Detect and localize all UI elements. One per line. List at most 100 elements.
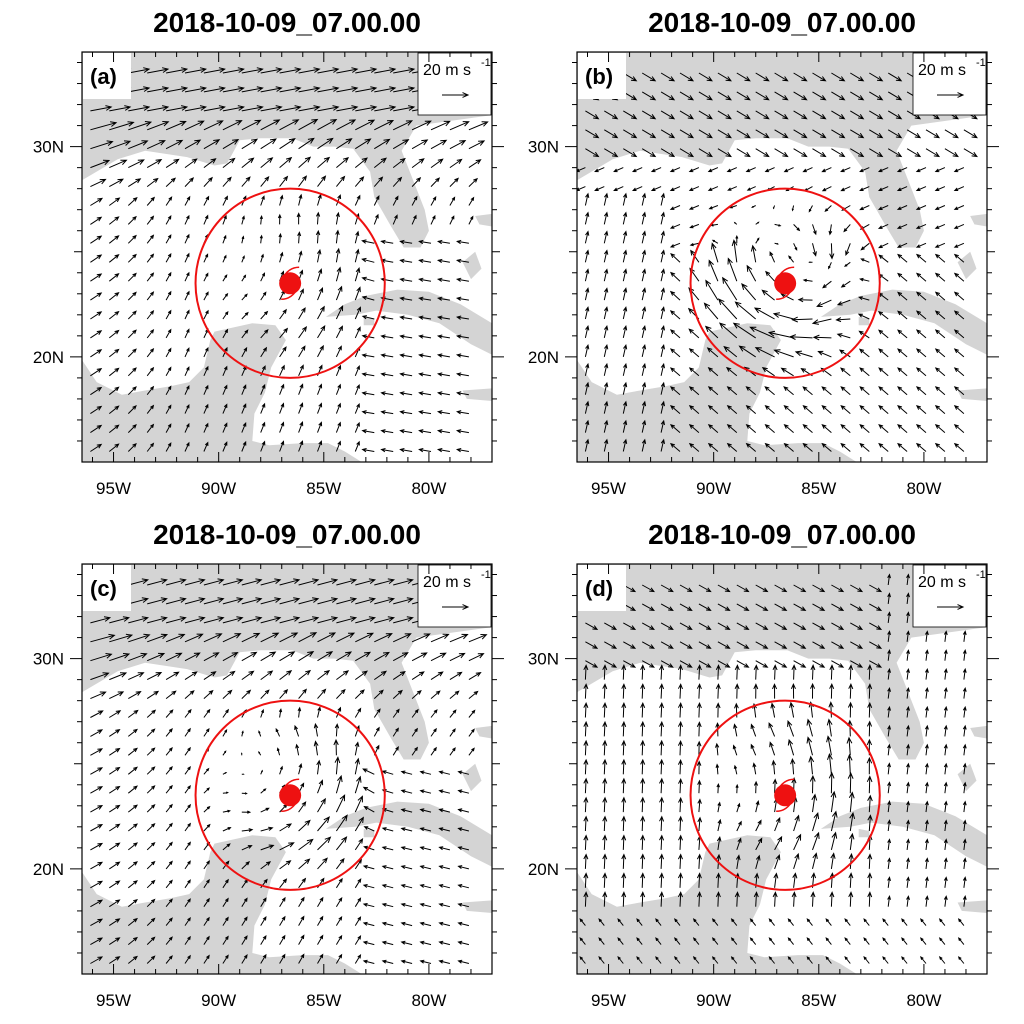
wind-vector	[733, 221, 738, 225]
wind-vector	[877, 186, 889, 191]
wind-vector	[317, 286, 324, 301]
wind-vector	[679, 110, 695, 120]
wind-vector	[640, 758, 646, 775]
wind-vector	[184, 139, 202, 150]
wind-vector	[840, 167, 851, 173]
wind-vector	[640, 872, 646, 888]
wind-vector	[603, 230, 609, 244]
wind-vector	[336, 138, 353, 150]
wind-vector	[584, 268, 590, 282]
wind-vector	[241, 935, 248, 945]
wind-vector	[897, 329, 908, 339]
wind-vector	[335, 325, 343, 339]
wind-vector	[298, 156, 312, 168]
wind-vector	[594, 167, 605, 173]
wind-vector	[354, 176, 365, 187]
wind-vector	[374, 138, 391, 150]
wind-vector	[336, 688, 346, 699]
wind-vector	[241, 597, 263, 605]
wind-vector	[840, 367, 851, 377]
wind-vector	[660, 211, 665, 225]
wind-vector	[924, 667, 929, 680]
wind-vector	[669, 404, 681, 414]
wind-vector	[579, 937, 586, 945]
wind-vector	[146, 177, 159, 187]
wind-vector	[641, 324, 647, 339]
wind-vector	[828, 771, 835, 794]
wind-vector	[906, 667, 910, 680]
wind-vector	[279, 878, 288, 889]
wind-vector	[313, 740, 319, 756]
wind-vector	[392, 157, 406, 168]
wind-vector	[745, 386, 757, 396]
wind-vector	[354, 383, 360, 395]
wind-vector	[279, 597, 301, 605]
wind-vector	[621, 758, 627, 775]
wind-vector	[147, 633, 169, 643]
wind-vector	[355, 632, 375, 643]
wind-vector	[147, 86, 170, 93]
wind-vector	[203, 767, 210, 775]
wind-vector	[641, 91, 657, 101]
wind-vector	[915, 329, 927, 339]
wind-vector	[711, 956, 719, 964]
wind-vector	[400, 884, 413, 889]
wind-vector	[830, 790, 837, 813]
wind-vector	[698, 622, 712, 630]
wind-vector	[809, 774, 816, 794]
wind-vector	[887, 148, 903, 158]
wind-vector	[184, 384, 190, 395]
wind-vector	[184, 597, 206, 605]
wind-vector	[962, 819, 967, 832]
land-mass	[970, 213, 987, 227]
wind-vector	[943, 687, 948, 699]
wind-vector	[146, 423, 155, 433]
wind-vector	[717, 622, 731, 630]
wind-vector	[924, 762, 929, 775]
wind-vector	[631, 167, 643, 173]
wind-vector	[419, 808, 432, 813]
wind-vector	[604, 129, 619, 139]
wind-vector	[791, 205, 795, 212]
wind-vector	[222, 897, 229, 907]
wind-vector	[840, 386, 851, 396]
wind-vector	[361, 315, 375, 320]
wind-vector	[583, 664, 589, 680]
wind-vector	[222, 633, 242, 643]
wind-vector	[335, 402, 341, 414]
wind-vector	[449, 158, 463, 169]
wind-vector	[298, 915, 305, 926]
wind-vector	[184, 746, 191, 756]
wind-vector	[943, 895, 948, 907]
wind-vector	[203, 935, 210, 945]
map-area	[82, 52, 492, 462]
panel-label: (c)	[90, 576, 117, 601]
reference-vector-box	[417, 52, 492, 116]
wind-vector	[641, 306, 647, 320]
wind-vector	[622, 230, 628, 244]
wind-vector	[109, 918, 121, 927]
wind-vector	[334, 723, 340, 737]
wind-vector	[90, 748, 104, 756]
wind-vector	[944, 148, 959, 158]
wind-vector	[90, 956, 104, 964]
wind-vector	[679, 660, 693, 668]
wind-vector	[317, 706, 322, 718]
wind-vector	[165, 215, 172, 225]
wind-vector	[90, 216, 103, 225]
wind-vector	[697, 779, 702, 794]
wind-vector	[817, 350, 832, 358]
wind-vector	[399, 258, 413, 264]
wind-vector	[679, 584, 693, 593]
wind-vector	[298, 288, 304, 301]
wind-vector	[184, 120, 205, 131]
wind-vector	[924, 819, 929, 832]
wind-vector	[380, 448, 394, 453]
wind-vector	[411, 689, 422, 699]
wind-vector	[241, 403, 247, 414]
wind-vector	[717, 801, 721, 813]
wind-vector	[579, 956, 586, 964]
wind-vector	[677, 853, 683, 869]
wind-vector	[203, 633, 223, 643]
